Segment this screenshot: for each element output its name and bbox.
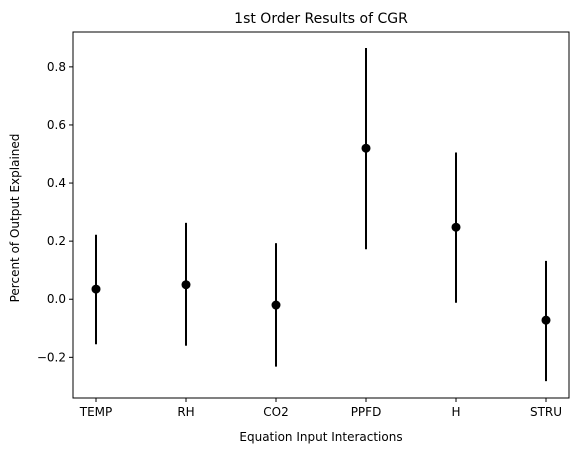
data-point [541,315,551,325]
y-tick-label: 0.6 [47,118,66,132]
data-point [181,280,191,290]
y-tick-label: 0.0 [47,292,66,306]
y-tick-label: 0.2 [47,234,66,248]
data-point [91,284,101,294]
x-tick-label: STRU [530,405,562,419]
x-tick-label: CO2 [263,405,288,419]
data-point [271,300,281,310]
y-tick-label: −0.2 [37,350,66,364]
x-tick-label: RH [177,405,194,419]
x-axis-label: Equation Input Interactions [239,430,402,444]
x-tick-label: PPFD [351,405,382,419]
data-point [361,143,371,153]
y-tick-label: 0.4 [47,176,66,190]
data-point [451,222,461,232]
chart-title: 1st Order Results of CGR [234,11,408,27]
axes-frame [72,31,570,399]
x-tick-label: TEMP [79,405,113,419]
plot-area: −0.2 0.0 0.2 0.4 0.6 0.8 TEMP RH CO2 PPFD H STRU [37,31,570,419]
x-tick-label: H [451,405,460,419]
y-tick-label: 0.8 [47,60,66,74]
y-axis-label: Percent of Output Explained [8,134,22,303]
